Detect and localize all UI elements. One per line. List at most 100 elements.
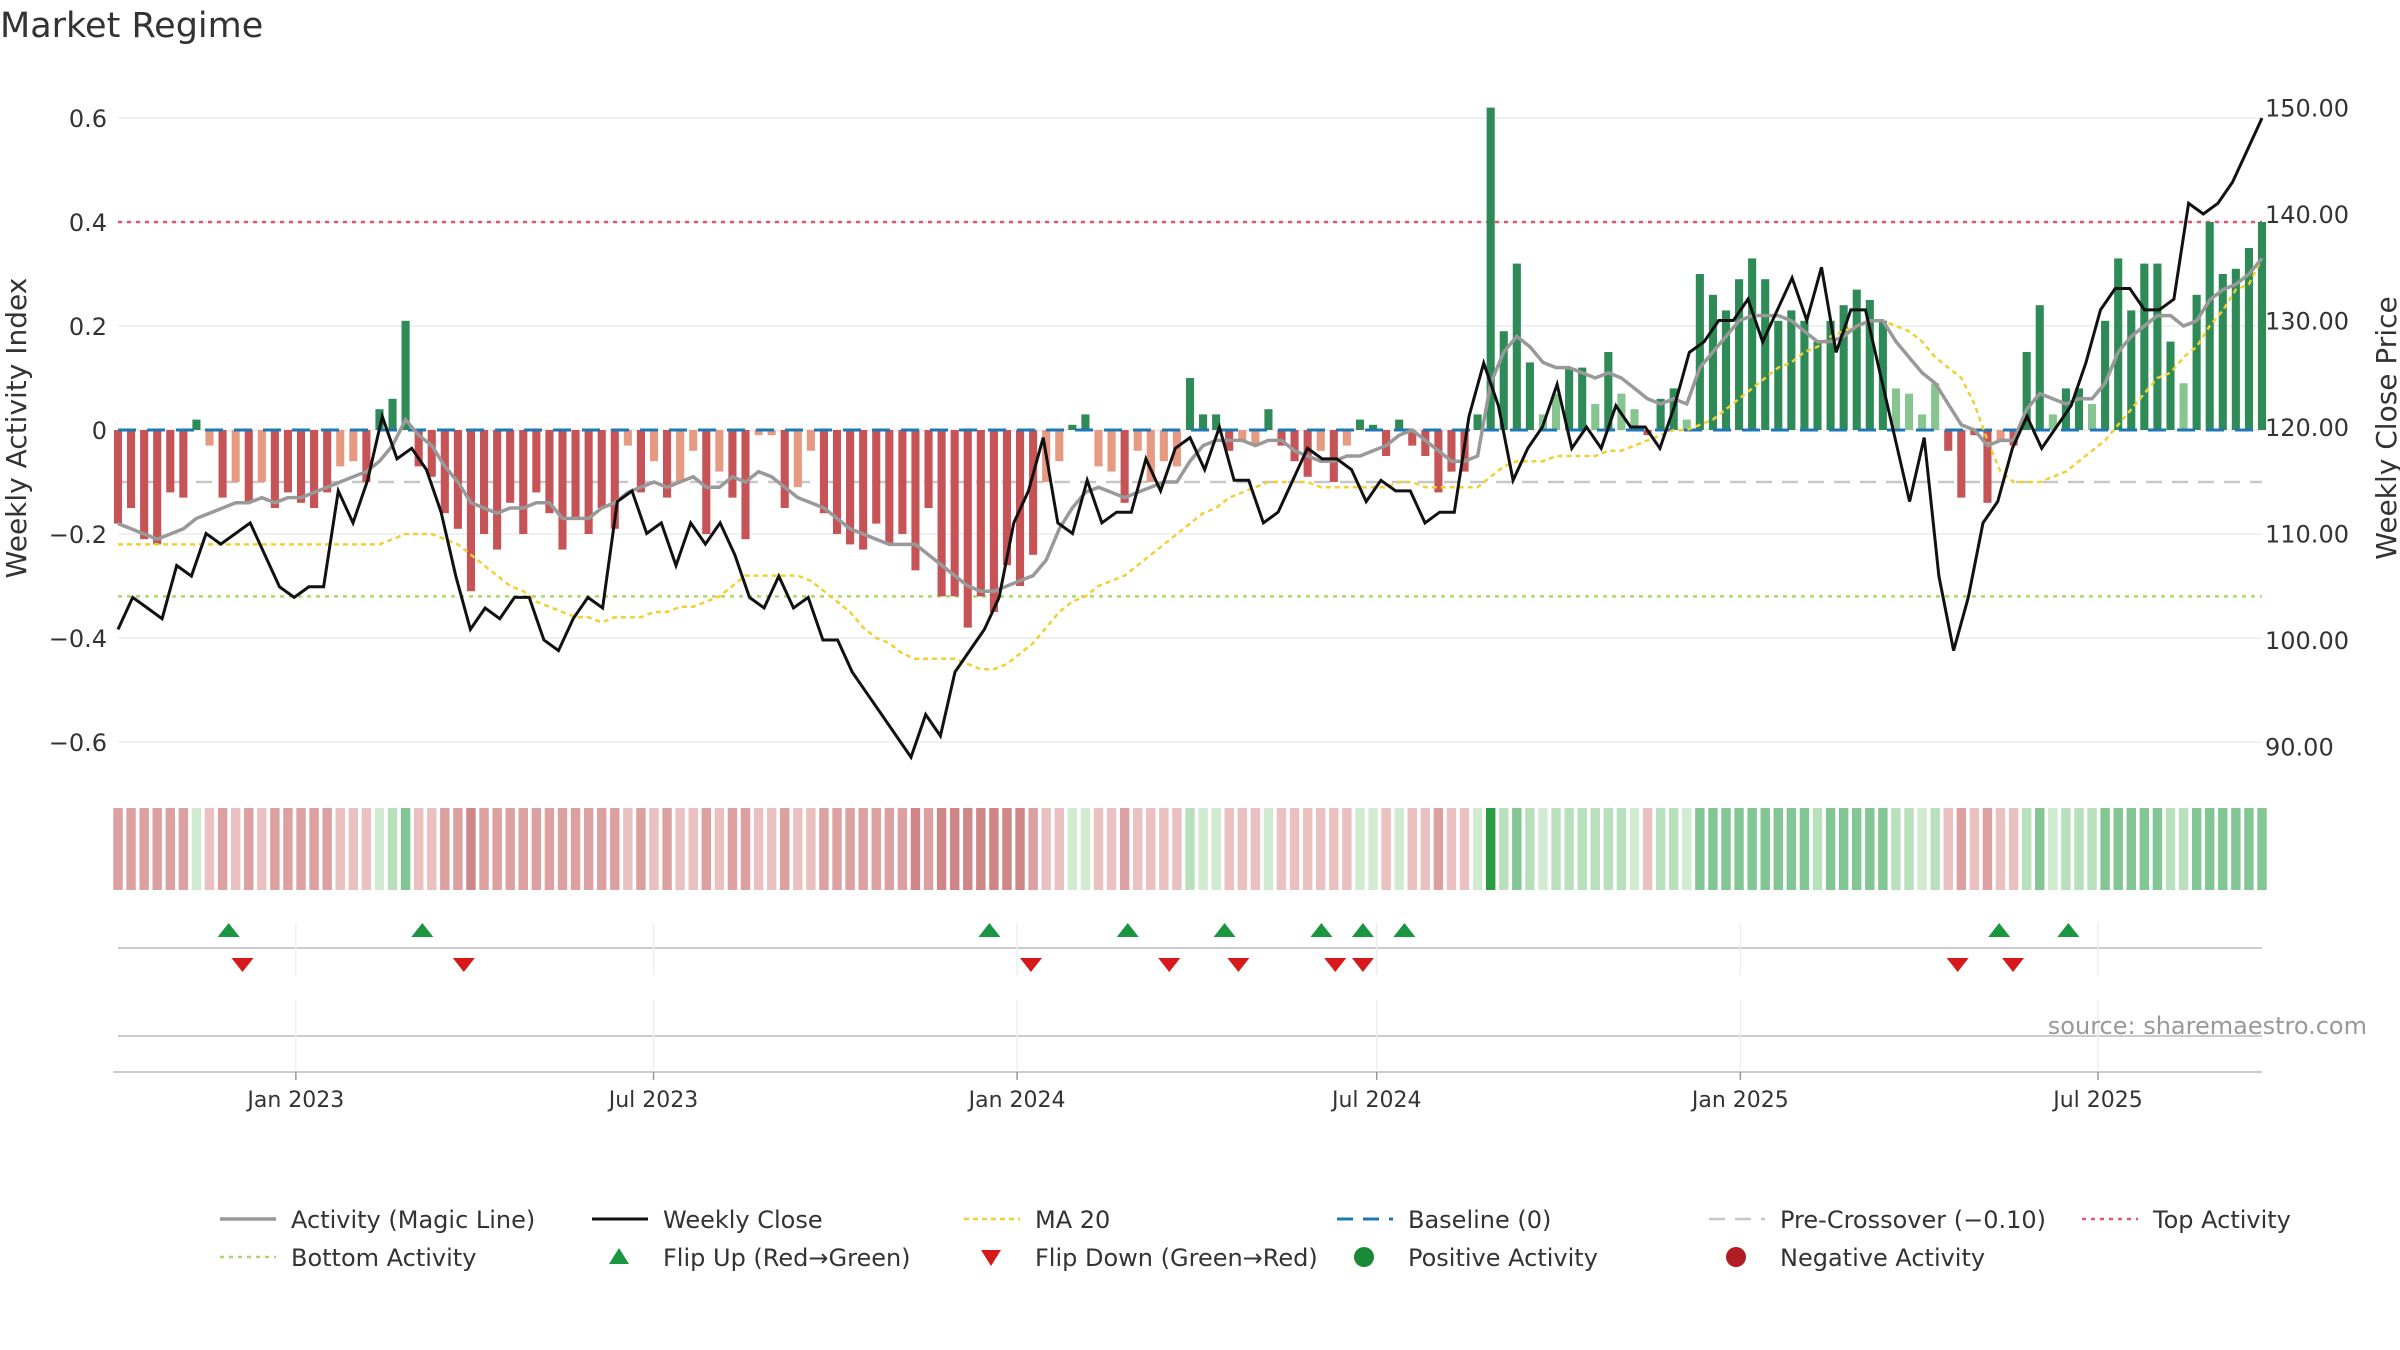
activity-bar (166, 430, 175, 493)
activity-bar (218, 430, 227, 498)
regime-strip-cell (2021, 808, 2032, 890)
regime-strip-cell (610, 808, 620, 890)
regime-strip-cell (583, 808, 594, 890)
flip-up-marker (1116, 923, 1139, 937)
regime-strip-cell (1721, 808, 1731, 890)
activity-bar (1159, 430, 1168, 462)
activity-bar (1604, 352, 1613, 430)
activity-bar (1421, 430, 1430, 456)
regime-strip-cell (636, 808, 646, 890)
regime-strip-cell (1237, 808, 1247, 890)
regime-strip-cell (753, 808, 764, 890)
activity-bar (937, 430, 946, 597)
y-right-tick-label: 130.00 (2265, 308, 2349, 336)
regime-strip-cell (2165, 808, 2176, 890)
regime-strip-cell (2244, 808, 2254, 890)
regime-strip-cell (178, 808, 189, 890)
activity-bar (663, 430, 672, 498)
regime-strip-cell (2074, 808, 2084, 890)
regime-strip-cell (2113, 808, 2123, 890)
activity-bar (806, 430, 815, 451)
flip-up-marker (1310, 923, 1333, 937)
regime-strip-cell (1224, 808, 1234, 890)
regime-strip-cell (662, 808, 672, 890)
regime-strip-cell (1773, 808, 1783, 890)
activity-bar (1068, 424, 1077, 430)
activity-bar (1212, 414, 1221, 430)
activity-bar (519, 430, 528, 534)
regime-strip-cell (1891, 808, 1901, 890)
regime-strip-cell (1747, 808, 1757, 890)
activity-bar (636, 430, 645, 493)
activity-bar (1748, 258, 1757, 430)
activity-bar (2048, 414, 2057, 430)
regime-strip-cell (2048, 808, 2058, 890)
activity-bar (1551, 393, 1561, 430)
regime-strip-cell (1119, 808, 1130, 890)
flip-up-marker (217, 923, 240, 937)
regime-strip-cell (740, 808, 751, 890)
flip-up-marker (1988, 923, 2011, 937)
regime-strip-cell (283, 808, 293, 890)
regime-strip-cell (1407, 808, 1417, 890)
regime-strip-cell (1106, 808, 1117, 890)
activity-bar (283, 430, 293, 493)
regime-strip-cell (257, 808, 267, 890)
regime-strip-cell (1080, 808, 1091, 890)
flip-down-marker (1158, 958, 1181, 972)
regime-strip-cell (1342, 808, 1352, 890)
activity-bar (571, 430, 580, 519)
activity-bar (649, 430, 659, 462)
regime-strip-cell (2087, 808, 2097, 890)
regime-strip-cell (963, 808, 973, 890)
regime-strip-cell (1028, 808, 1038, 890)
legend-label: Weekly Close (663, 1206, 823, 1234)
y-left-tick-label: −0.2 (49, 521, 107, 549)
regime-strip-cell (2191, 808, 2202, 890)
activity-bar (728, 430, 737, 498)
regime-strip-cell (544, 808, 555, 890)
activity-bar (1591, 404, 1600, 430)
activity-bar (375, 409, 384, 430)
regime-strip-cell (505, 808, 515, 890)
regime-strip-cell (1917, 808, 1927, 890)
regime-strip-cell (1564, 808, 1574, 890)
activity-bar (780, 430, 789, 508)
activity-bar (1355, 419, 1365, 430)
activity-bar (1957, 430, 1966, 498)
regime-strip-cell (361, 808, 372, 890)
flip-down-marker (1351, 958, 1374, 972)
x-tick-label: Jan 2025 (1690, 1088, 1789, 1113)
activity-bar (1055, 430, 1064, 462)
regime-strip-cell (1786, 808, 1797, 890)
x-tick-label: Jan 2024 (967, 1088, 1066, 1113)
legend-swatch (1354, 1247, 1374, 1267)
activity-bar (885, 430, 894, 545)
y-left-tick-label: −0.6 (49, 729, 107, 757)
activity-bar (127, 430, 136, 508)
regime-strip-cell (1263, 808, 1274, 890)
activity-bar (1787, 310, 1796, 430)
regime-strip-cell (2152, 808, 2163, 890)
regime-strip-cell (1551, 808, 1561, 890)
activity-bar (1826, 320, 1835, 430)
activity-bar (754, 430, 763, 436)
regime-strip-cell (453, 808, 463, 890)
regime-strip-cell (1512, 808, 1522, 890)
activity-bar (2101, 320, 2110, 430)
activity-bar (1813, 341, 1822, 430)
regime-strip-cell (2139, 808, 2150, 890)
regime-strip-cell (1002, 808, 1012, 890)
activity-bar (898, 430, 907, 534)
x-tick-label: Jul 2025 (2051, 1088, 2143, 1113)
activity-bar (1002, 430, 1012, 566)
activity-bar (2087, 404, 2097, 430)
activity-bar (388, 398, 397, 430)
regime-strip-cell (2061, 808, 2071, 890)
regime-strip-cell (1603, 808, 1614, 890)
activity-bar (1996, 430, 2005, 441)
activity-bar (1238, 430, 1247, 441)
activity-bar (1447, 430, 1456, 472)
activity-bar (819, 430, 829, 514)
flip-down-marker (1946, 958, 1969, 972)
